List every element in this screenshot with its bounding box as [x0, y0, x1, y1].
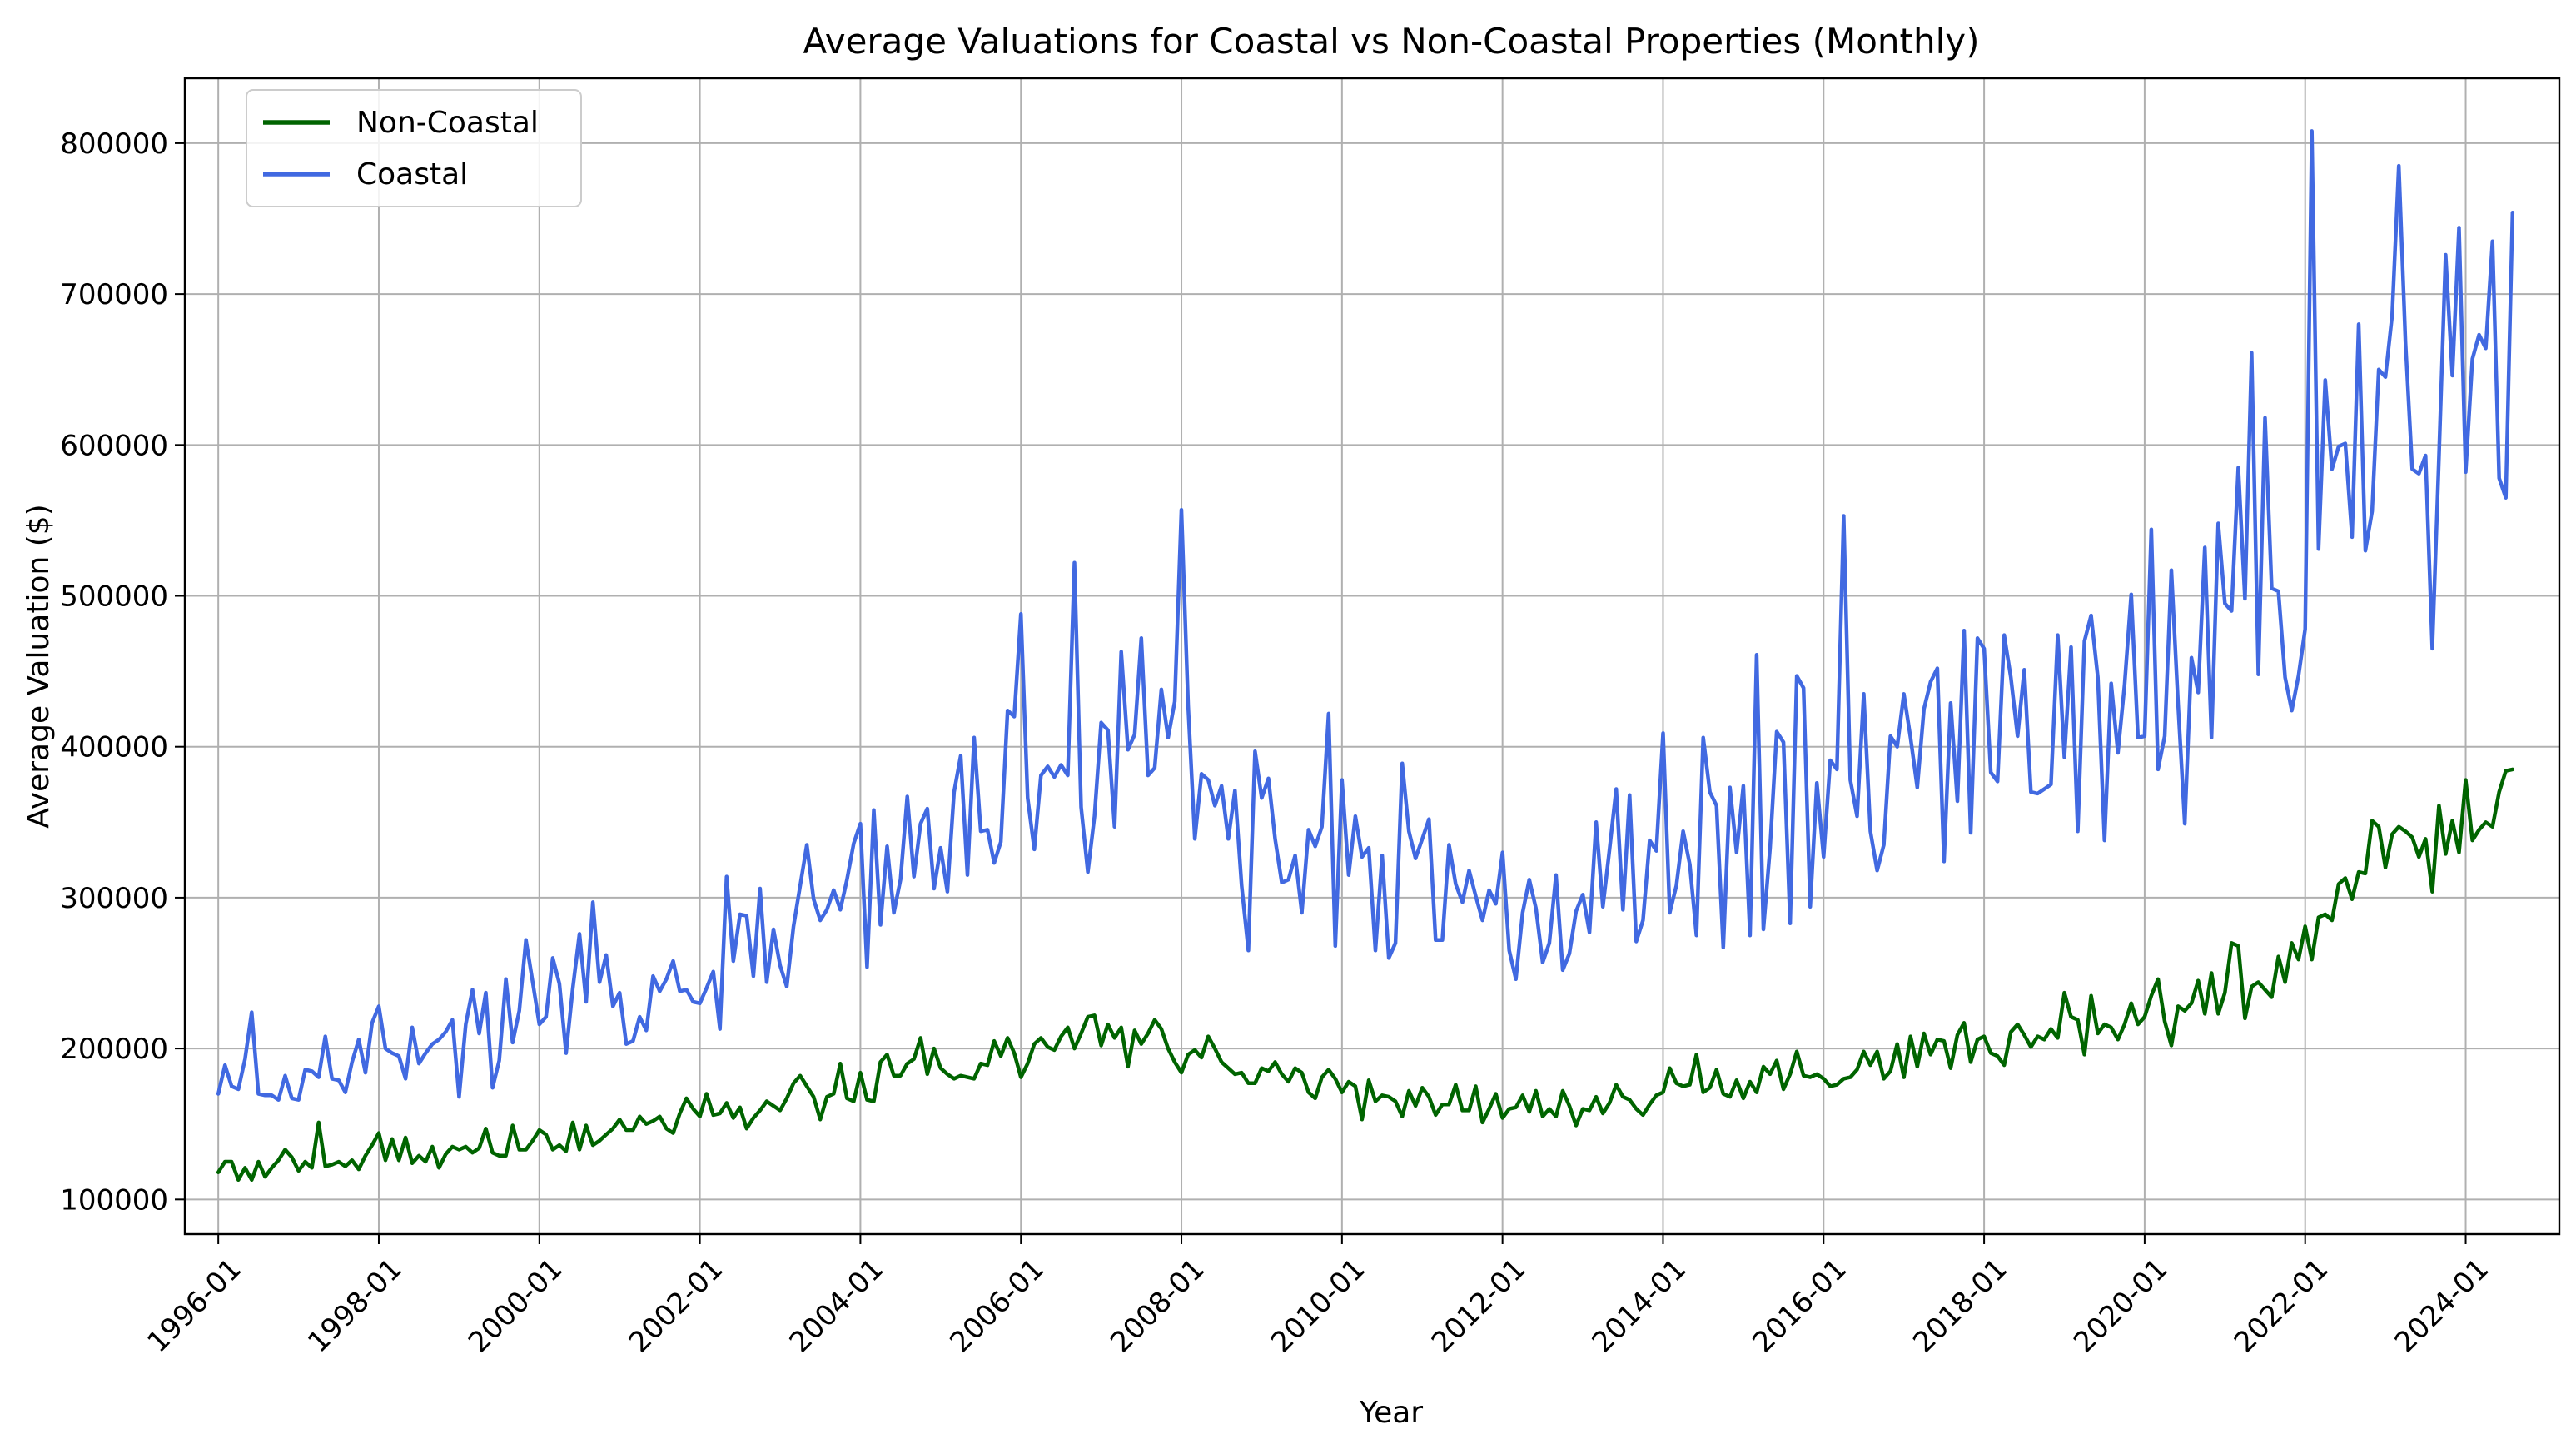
- legend-label-coastal: Coastal: [356, 157, 468, 192]
- y-tick-label: 200000: [60, 1033, 168, 1066]
- y-tick-label: 500000: [60, 580, 168, 614]
- y-tick-label: 300000: [60, 882, 168, 915]
- plot-area-frame: [183, 77, 2561, 1236]
- chart-title: Average Valuations for Coastal vs Non-Co…: [803, 21, 1979, 62]
- y-tick-label: 100000: [60, 1183, 168, 1217]
- legend: Non-Coastal Coastal: [246, 89, 582, 207]
- legend-label-non-coastal: Non-Coastal: [356, 106, 539, 140]
- y-tick-label: 600000: [60, 429, 168, 462]
- y-axis-label: Average Valuation ($): [22, 504, 56, 828]
- y-tick-label: 700000: [60, 278, 168, 311]
- series-line-non-coastal: [216, 767, 2515, 1183]
- y-tick-label: 400000: [60, 731, 168, 764]
- series-lines: [216, 129, 2515, 1183]
- y-tick-label: 800000: [60, 127, 168, 161]
- legend-frame: [246, 89, 582, 207]
- x-axis-label: Year: [1359, 1396, 1423, 1430]
- series-line-coastal: [216, 129, 2515, 1102]
- y-axis-ticks: 100000 200000 300000 400000 500000 600000 7000…: [60, 127, 185, 1217]
